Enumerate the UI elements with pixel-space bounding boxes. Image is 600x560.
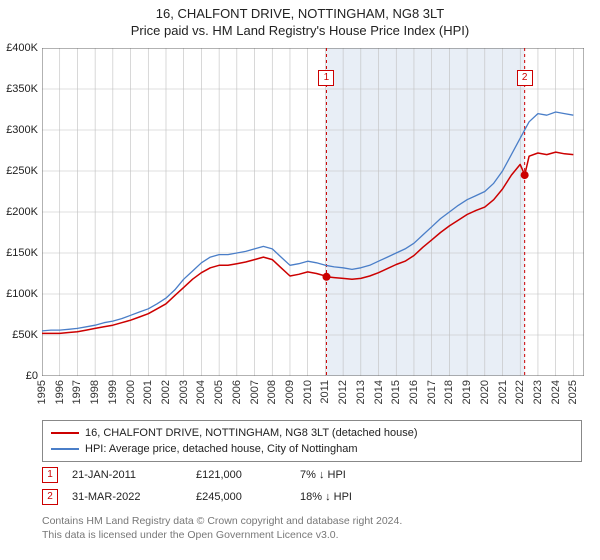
legend-swatch xyxy=(51,432,79,434)
legend: 16, CHALFONT DRIVE, NOTTINGHAM, NG8 3LT … xyxy=(42,420,582,462)
x-tick-label: 2016 xyxy=(408,380,420,404)
y-tick-label: £300K xyxy=(0,124,38,136)
x-tick-label: 2025 xyxy=(567,380,579,404)
y-tick-label: £150K xyxy=(0,247,38,259)
table-row: 1 21-JAN-2011 £121,000 7% ↓ HPI xyxy=(42,464,582,486)
x-tick-label: 2024 xyxy=(550,380,562,404)
y-tick-label: £350K xyxy=(0,83,38,95)
x-tick-label: 2020 xyxy=(479,380,491,404)
x-tick-label: 2007 xyxy=(249,380,261,404)
x-tick-label: 1996 xyxy=(54,380,66,404)
x-tick-label: 1995 xyxy=(36,380,48,404)
x-tick-label: 2014 xyxy=(373,380,385,404)
y-tick-label: £50K xyxy=(0,329,38,341)
transactions-table: 1 21-JAN-2011 £121,000 7% ↓ HPI 2 31-MAR… xyxy=(42,464,582,508)
x-tick-label: 2006 xyxy=(231,380,243,404)
transaction-marker: 1 xyxy=(42,467,58,483)
titles: 16, CHALFONT DRIVE, NOTTINGHAM, NG8 3LT … xyxy=(0,0,600,38)
x-tick-label: 1997 xyxy=(71,380,83,404)
transaction-price: £245,000 xyxy=(196,491,286,503)
x-tick-label: 1998 xyxy=(89,380,101,404)
y-tick-label: £250K xyxy=(0,165,38,177)
table-row: 2 31-MAR-2022 £245,000 18% ↓ HPI xyxy=(42,486,582,508)
transaction-pct: 7% ↓ HPI xyxy=(300,469,582,481)
x-tick-label: 2023 xyxy=(532,380,544,404)
y-tick-label: £200K xyxy=(0,206,38,218)
transaction-marker: 2 xyxy=(42,489,58,505)
chart-subtitle: Price paid vs. HM Land Registry's House … xyxy=(0,23,600,38)
x-tick-label: 2004 xyxy=(195,380,207,404)
transaction-pct: 18% ↓ HPI xyxy=(300,491,582,503)
legend-item: 16, CHALFONT DRIVE, NOTTINGHAM, NG8 3LT … xyxy=(51,425,573,441)
x-tick-label: 2009 xyxy=(284,380,296,404)
x-tick-label: 1999 xyxy=(107,380,119,404)
footer: Contains HM Land Registry data © Crown c… xyxy=(42,514,582,542)
legend-label: 16, CHALFONT DRIVE, NOTTINGHAM, NG8 3LT … xyxy=(85,427,418,439)
x-tick-label: 2008 xyxy=(266,380,278,404)
chart-svg xyxy=(42,48,584,376)
x-tick-label: 2005 xyxy=(213,380,225,404)
x-tick-label: 2003 xyxy=(178,380,190,404)
y-tick-label: £0 xyxy=(0,370,38,382)
legend-item: HPI: Average price, detached house, City… xyxy=(51,441,573,457)
chart-callout-marker: 2 xyxy=(517,70,533,86)
chart-callout-marker: 1 xyxy=(318,70,334,86)
legend-label: HPI: Average price, detached house, City… xyxy=(85,443,358,455)
x-tick-label: 2000 xyxy=(125,380,137,404)
x-tick-label: 2022 xyxy=(514,380,526,404)
footer-line: This data is licensed under the Open Gov… xyxy=(42,528,582,542)
x-tick-label: 2013 xyxy=(355,380,367,404)
chart-title: 16, CHALFONT DRIVE, NOTTINGHAM, NG8 3LT xyxy=(0,6,600,21)
transaction-date: 21-JAN-2011 xyxy=(72,469,182,481)
y-tick-label: £400K xyxy=(0,42,38,54)
transaction-date: 31-MAR-2022 xyxy=(72,491,182,503)
y-tick-label: £100K xyxy=(0,288,38,300)
x-tick-label: 2011 xyxy=(319,380,331,404)
x-tick-label: 2010 xyxy=(302,380,314,404)
x-tick-label: 2019 xyxy=(461,380,473,404)
x-tick-label: 2015 xyxy=(390,380,402,404)
x-tick-label: 2018 xyxy=(443,380,455,404)
x-tick-label: 2002 xyxy=(160,380,172,404)
transaction-price: £121,000 xyxy=(196,469,286,481)
chart-area xyxy=(42,48,584,376)
chart-container: 16, CHALFONT DRIVE, NOTTINGHAM, NG8 3LT … xyxy=(0,0,600,560)
x-tick-label: 2001 xyxy=(142,380,154,404)
x-tick-label: 2021 xyxy=(497,380,509,404)
legend-swatch xyxy=(51,448,79,450)
footer-line: Contains HM Land Registry data © Crown c… xyxy=(42,514,582,528)
x-tick-label: 2017 xyxy=(426,380,438,404)
x-tick-label: 2012 xyxy=(337,380,349,404)
